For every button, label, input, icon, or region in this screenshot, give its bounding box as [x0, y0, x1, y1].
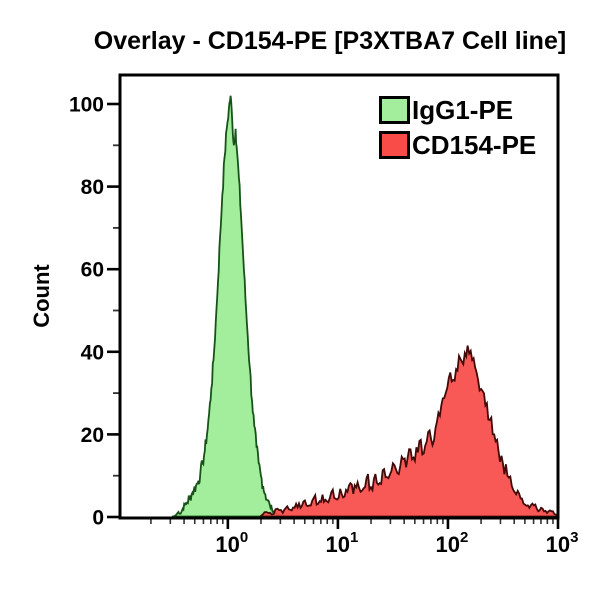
y-tick-label: 0 — [92, 507, 104, 530]
y-tick-label: 100 — [69, 94, 104, 117]
legend-item-igg1-pe: IgG1-PE — [379, 96, 536, 124]
x-tick-label: 101 — [325, 529, 358, 557]
series-area-cd154-pe — [260, 345, 559, 518]
legend-swatch-igg1-pe — [379, 96, 410, 124]
plot-frame — [118, 73, 560, 520]
y-tick-label: 20 — [81, 424, 104, 447]
legend-swatch-cd154-pe — [379, 131, 410, 159]
y-tick-label: 60 — [81, 259, 104, 282]
x-tick-label: 103 — [546, 529, 579, 557]
chart-title: Overlay - CD154-PE [P3XTBA7 Cell line] — [93, 27, 567, 55]
x-tick-label: 102 — [436, 529, 469, 557]
legend: IgG1-PE CD154-PE — [379, 96, 536, 159]
legend-label-igg1-pe: IgG1-PE — [412, 95, 514, 125]
y-tick-label: 80 — [81, 176, 104, 199]
series-area-igg1-pe — [171, 95, 284, 519]
x-tick-label: 100 — [215, 529, 248, 557]
legend-label-cd154-pe: CD154-PE — [412, 130, 537, 160]
y-tick-label: 40 — [81, 341, 104, 364]
legend-item-cd154-pe: CD154-PE — [379, 131, 536, 159]
